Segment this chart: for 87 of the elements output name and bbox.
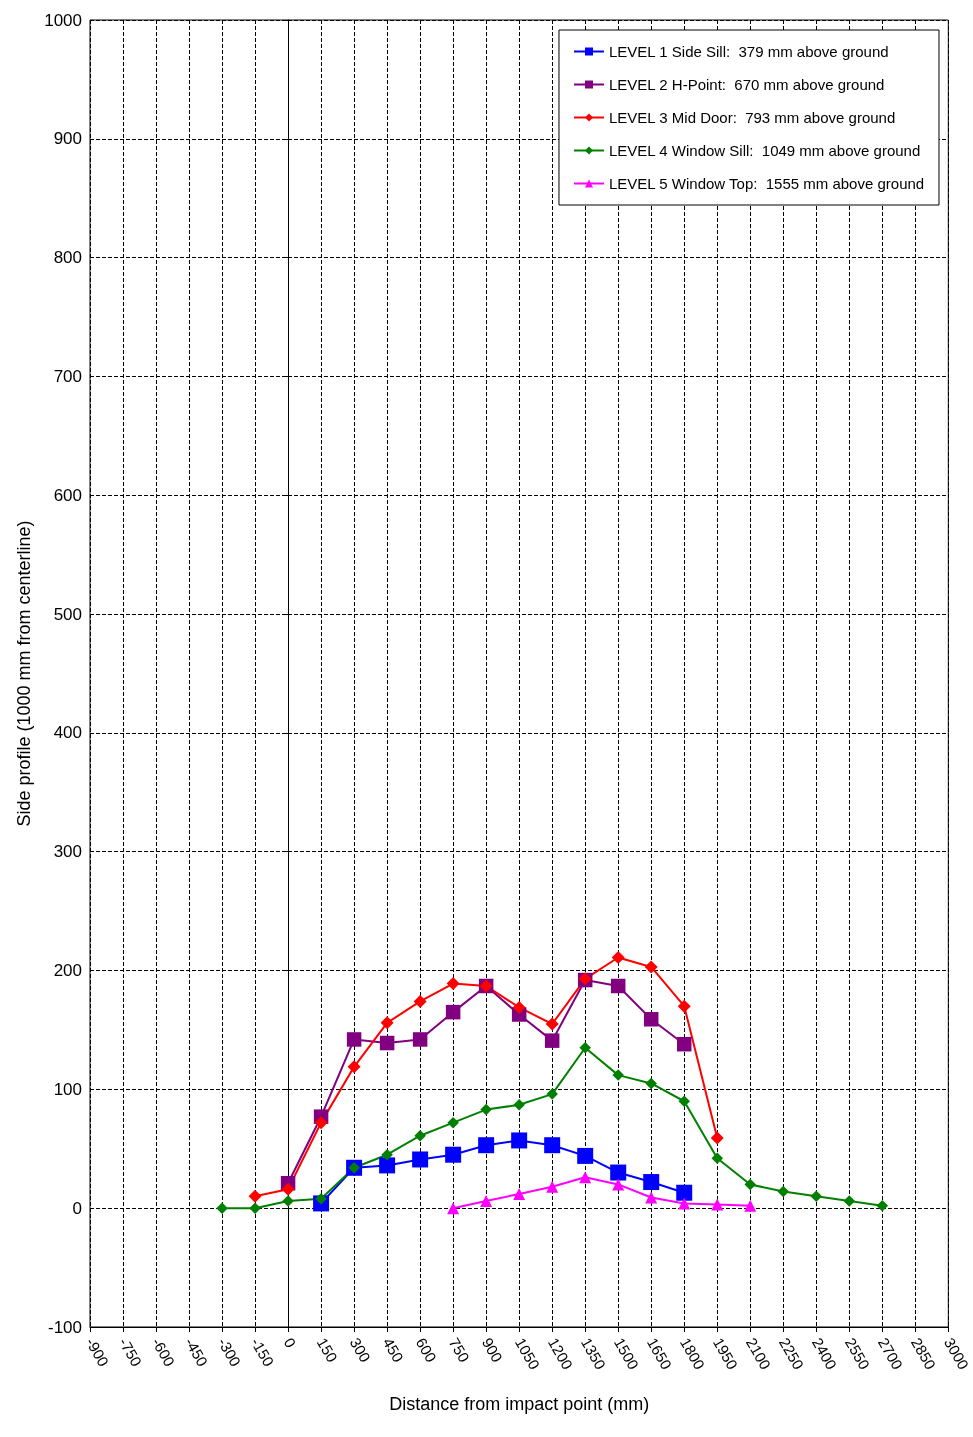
- y-axis-title: Side profile (1000 mm from centerline): [14, 520, 35, 827]
- point: [347, 1060, 361, 1074]
- point: [711, 1152, 723, 1165]
- y-tick-label: -100: [47, 1317, 82, 1337]
- point: [777, 1185, 790, 1198]
- point: [579, 1171, 592, 1184]
- legend-label: LEVEL 1 Side Sill: 379 mm above ground: [608, 43, 889, 60]
- point: [544, 1033, 560, 1048]
- point: [579, 1042, 591, 1054]
- point: [346, 1032, 362, 1047]
- point: [644, 960, 658, 974]
- point: [545, 1017, 559, 1031]
- x-tick-label: 150: [313, 1334, 341, 1365]
- legend-label: LEVEL 5 Window Top: 1555 mm above ground: [608, 175, 925, 192]
- y-tick-label: 900: [53, 129, 82, 149]
- y-tick-label: 100: [53, 1079, 82, 1099]
- x-tick-label: 750: [445, 1334, 473, 1365]
- point: [445, 1146, 462, 1163]
- point: [512, 1000, 526, 1014]
- point: [216, 1202, 228, 1214]
- point: [315, 1192, 327, 1205]
- point: [710, 1131, 724, 1145]
- point: [249, 1202, 261, 1214]
- point: [447, 1116, 459, 1129]
- point: [677, 999, 691, 1013]
- point: [843, 1195, 856, 1207]
- point: [546, 1180, 559, 1193]
- point: [446, 977, 460, 991]
- point: [413, 994, 427, 1008]
- point: [643, 1174, 660, 1191]
- point: [447, 1202, 460, 1215]
- y-tick-label: 700: [53, 366, 82, 386]
- x-tick-label: 300: [346, 1334, 374, 1365]
- point: [611, 950, 625, 964]
- x-tick-label: 450: [379, 1334, 407, 1365]
- x-axis-title: Distance from impact point (mm): [389, 1394, 650, 1414]
- y-tick-label: 800: [53, 248, 82, 268]
- x-tick-label: 0: [280, 1334, 300, 1351]
- x-tick-label: 900: [478, 1334, 507, 1365]
- point: [744, 1199, 757, 1212]
- point: [412, 1032, 428, 1047]
- y-tick-label: 0: [72, 1198, 82, 1218]
- point: [480, 1195, 493, 1208]
- point: [380, 1016, 394, 1030]
- point: [513, 1187, 526, 1200]
- y-tick-label: 1000: [44, 10, 82, 30]
- point: [643, 1012, 659, 1027]
- point: [412, 1151, 429, 1168]
- point: [711, 1198, 724, 1211]
- point: [379, 1157, 396, 1174]
- y-tick-label: 300: [53, 842, 82, 862]
- point: [480, 1103, 492, 1116]
- point: [678, 1095, 690, 1107]
- point: [678, 1197, 691, 1210]
- x-tick-label: 600: [412, 1334, 440, 1365]
- point: [612, 1178, 625, 1191]
- point: [381, 1148, 393, 1161]
- point: [314, 1116, 328, 1130]
- point: [282, 1195, 294, 1207]
- y-tick-label: 600: [53, 485, 82, 505]
- point: [546, 1088, 558, 1100]
- point: [511, 1132, 528, 1149]
- point: [379, 1035, 395, 1051]
- y-tick-label: 400: [53, 723, 82, 743]
- y-tick-label: 500: [53, 604, 82, 624]
- point: [645, 1077, 657, 1090]
- point: [676, 1036, 692, 1052]
- point: [676, 1184, 693, 1201]
- legend-label: LEVEL 4 Window Sill: 1049 mm above ground: [608, 142, 921, 159]
- point: [513, 1099, 525, 1111]
- point: [612, 1069, 624, 1081]
- point: [248, 1189, 262, 1203]
- legend-label: LEVEL 2 H-Point: 670 mm above ground: [608, 76, 885, 93]
- point: [810, 1190, 823, 1203]
- point: [744, 1178, 756, 1191]
- point: [478, 1137, 495, 1154]
- y-tick-label: 200: [53, 961, 82, 981]
- point: [414, 1129, 426, 1142]
- point: [577, 1147, 594, 1164]
- point: [281, 1182, 295, 1196]
- point: [876, 1200, 889, 1212]
- point: [610, 978, 626, 994]
- point: [445, 1004, 461, 1020]
- point: [544, 1137, 561, 1154]
- point: [645, 1191, 658, 1204]
- legend-label: LEVEL 3 Mid Door: 793 mm above ground: [608, 109, 896, 126]
- point: [610, 1164, 627, 1181]
